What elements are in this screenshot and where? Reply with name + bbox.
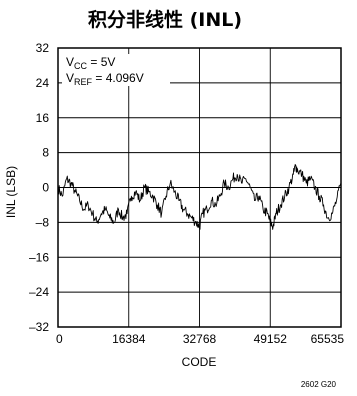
notes-background (62, 54, 170, 86)
x-axis-label: CODE (182, 355, 217, 369)
plot-frame (57, 47, 342, 328)
x-tick-label: 16384 (112, 332, 146, 346)
y-tick-label: –24 (29, 285, 49, 299)
inl-series-line (57, 164, 342, 230)
y-tick-label: –32 (29, 320, 49, 334)
y-tick-label: –16 (29, 250, 49, 264)
x-tick-label: 49152 (254, 332, 288, 346)
x-tick-label: 0 (56, 332, 63, 346)
y-tick-label: 0 (42, 181, 49, 195)
grid (57, 47, 342, 328)
x-tick-labels: 0 16384 32768 49152 65535 (56, 332, 344, 346)
y-tick-label: 8 (42, 146, 49, 160)
y-tick-label: 32 (36, 41, 50, 55)
y-axis-label: INL (LSB) (4, 166, 18, 218)
chart-title: 积分非线性 (INL) (88, 8, 242, 31)
y-tick-label: 24 (36, 76, 50, 90)
vref-note: VREF = 4.096V (66, 71, 144, 87)
y-tick-label: –8 (36, 215, 50, 229)
condition-notes: VCC = 5V VREF = 4.096V (62, 54, 170, 87)
x-tick-label: 32768 (183, 332, 217, 346)
figure-id: 2602 G20 (301, 380, 337, 389)
y-tick-labels: 32 24 16 8 0 –8 –16 –24 –32 (29, 41, 49, 334)
x-tick-label: 65535 (311, 332, 345, 346)
y-tick-label: 16 (36, 111, 50, 125)
vcc-note: VCC = 5V (66, 55, 115, 71)
